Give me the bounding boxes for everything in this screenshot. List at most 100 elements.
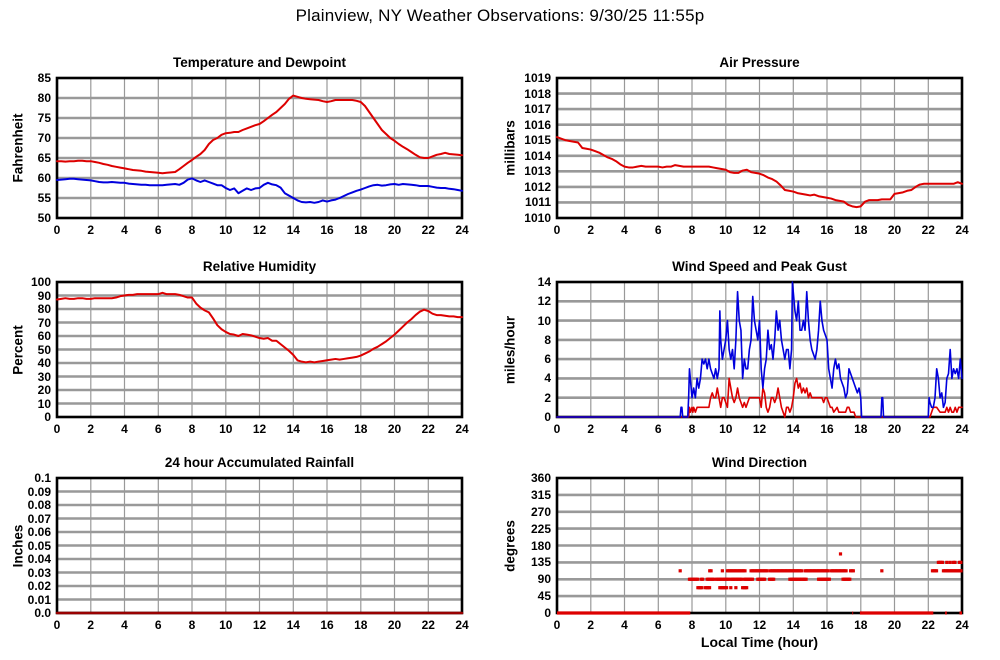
y-tick-label: 0.08 (27, 498, 51, 512)
x-tick-label: 14 (286, 223, 300, 237)
x-tick-label: 0 (53, 422, 61, 436)
x-tick-label: 6 (154, 223, 162, 237)
chart-title: 24 hour Accumulated Rainfall (164, 455, 355, 470)
x-tick-label: 2 (587, 422, 595, 436)
x-tick-label: 4 (121, 422, 128, 436)
y-tick-label: 0 (544, 606, 551, 620)
plot-area (55, 280, 464, 419)
y-tick-label: 1012 (524, 179, 551, 194)
x-tick-label: 0 (53, 223, 61, 237)
x-tick-label: 4 (621, 618, 628, 632)
chart-title: Air Pressure (719, 55, 800, 70)
x-tick-label: 22 (921, 223, 935, 237)
page-title: Plainview, NY Weather Observations: 9/30… (295, 6, 705, 25)
plot-border (55, 280, 464, 419)
y-tick-label: 60 (37, 171, 51, 185)
y-tick-label: 10 (537, 313, 551, 328)
x-tick-label: 14 (286, 422, 300, 436)
x-tick-label: 22 (421, 223, 435, 237)
y-tick-label: 0.09 (27, 484, 51, 499)
y-tick-label: 8 (544, 332, 551, 347)
x-tick-label: 10 (719, 618, 733, 632)
y-tick-label: 6 (544, 352, 551, 367)
x-tick-label: 6 (154, 618, 162, 632)
y-tick-label: 20 (37, 383, 51, 397)
x-tick-label: 18 (854, 422, 868, 436)
y-tick-label: 180 (530, 538, 551, 553)
humidity-line (56, 291, 463, 364)
x-tick-label: 24 (455, 618, 469, 632)
y-tick-label: 2 (544, 390, 551, 405)
y-tick-label: 225 (530, 521, 551, 536)
x-tick-label: 20 (387, 422, 402, 436)
y-tick-label: 0 (544, 410, 551, 424)
pressure-line (556, 136, 963, 209)
y-tick-label: 50 (37, 211, 51, 225)
x-tick-label: 10 (219, 223, 233, 237)
y-axis-label: millibars (502, 120, 518, 176)
x-tick-label: 24 (455, 223, 469, 237)
x-tick-label: 16 (820, 223, 834, 237)
x-tick-label: 12 (252, 422, 267, 436)
x-tick-label: 14 (786, 618, 800, 632)
x-tick-label: 6 (654, 223, 662, 237)
y-tick-label: 85 (37, 71, 51, 85)
y-tick-label: 90 (537, 572, 551, 587)
x-tick-label: 20 (387, 618, 402, 632)
y-tick-label: 80 (37, 91, 51, 105)
x-tick-label: 12 (752, 618, 767, 632)
x-tick-label: 10 (719, 223, 733, 237)
y-axis-label: Percent (10, 324, 26, 375)
plot-border (555, 476, 964, 615)
y-tick-label: 315 (530, 487, 551, 502)
x-tick-label: 22 (921, 422, 935, 436)
y-tick-label: 60 (37, 329, 51, 343)
y-tick-label: 100 (30, 275, 51, 289)
gridlines (557, 78, 962, 218)
x-tick-label: 10 (219, 618, 233, 632)
y-tick-label: 0.07 (27, 511, 51, 526)
y-tick-label: 70 (37, 315, 51, 330)
y-tick-label: 14 (537, 275, 551, 289)
temperature-line (56, 94, 463, 175)
x-tick-label: 18 (354, 223, 368, 237)
x-tick-label: 4 (121, 618, 128, 632)
x-tick-label: 8 (688, 223, 696, 237)
x-tick-label: 10 (719, 422, 733, 436)
x-tick-label: 18 (354, 618, 368, 632)
y-axis-label: miles/hour (502, 315, 518, 384)
x-tick-label: 8 (688, 618, 696, 632)
y-tick-label: 270 (530, 504, 551, 519)
gridlines (57, 282, 462, 417)
x-tick-label: 12 (752, 422, 767, 436)
x-tick-label: 16 (320, 223, 334, 237)
x-tick-label: 4 (121, 223, 128, 237)
x-tick-label: 0 (553, 223, 561, 237)
plot-area (555, 280, 964, 419)
y-tick-label: 0.1 (34, 471, 51, 485)
x-tick-label: 22 (421, 618, 435, 632)
y-tick-label: 1013 (524, 164, 551, 179)
y-axis-label: Inches (10, 524, 26, 567)
wind-speed-line (556, 377, 963, 418)
y-tick-label: 40 (37, 356, 51, 370)
x-tick-label: 2 (87, 618, 95, 632)
plot-border (55, 76, 464, 220)
plot-area (55, 76, 464, 220)
x-tick-label: 8 (688, 422, 696, 436)
x-tick-label: 18 (854, 618, 868, 632)
y-tick-label: 80 (37, 302, 51, 316)
x-tick-label: 24 (955, 422, 969, 436)
y-tick-label: 0.02 (27, 579, 51, 593)
x-tick-label: 18 (854, 223, 868, 237)
x-tick-label: 2 (587, 223, 595, 237)
y-tick-label: 1017 (524, 102, 551, 117)
y-tick-label: 1014 (524, 148, 551, 163)
x-tick-label: 0 (553, 618, 561, 632)
